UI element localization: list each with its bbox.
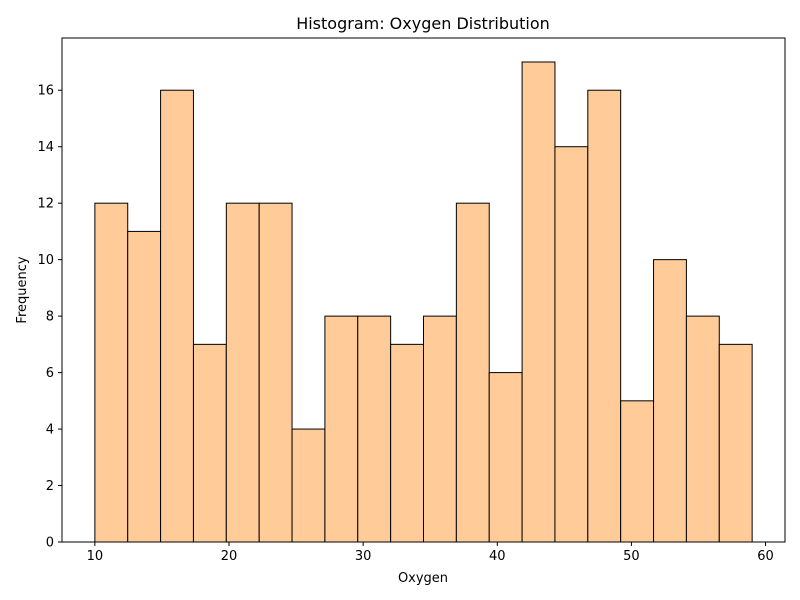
x-tick-label: 10 (87, 549, 104, 564)
histogram-bar (127, 230, 162, 543)
y-axis-label: Frequency (15, 256, 30, 323)
bars-group (94, 61, 753, 543)
x-tick-label: 20 (221, 549, 238, 564)
y-tick-label: 10 (37, 253, 54, 268)
histogram-bar (423, 315, 457, 543)
histogram-bar (521, 61, 556, 543)
y-tick-label: 2 (46, 479, 54, 494)
x-axis-ticks: 10 20 30 40 50 60 (87, 542, 774, 564)
histogram-bar (587, 89, 622, 543)
chart-title: Histogram: Oxygen Distribution (296, 14, 550, 33)
x-tick-label: 60 (757, 549, 774, 564)
x-axis-label: Oxygen (398, 571, 448, 586)
histogram-bar (258, 202, 293, 543)
histogram-bar (225, 202, 260, 543)
histogram-bar (653, 259, 687, 543)
histogram-bar (455, 202, 490, 543)
histogram-bar (718, 343, 753, 543)
histogram-bar (291, 428, 326, 543)
y-axis-ticks: 0 2 4 6 8 10 12 14 16 (37, 84, 62, 551)
x-tick-label: 40 (489, 549, 506, 564)
histogram-bar (94, 202, 129, 543)
histogram-bar (390, 343, 424, 543)
x-tick-label: 30 (355, 549, 372, 564)
histogram-bar (488, 372, 523, 543)
histogram-bar (620, 400, 655, 543)
histogram-bar (357, 315, 392, 543)
histogram-bar (160, 89, 194, 543)
y-tick-label: 6 (46, 366, 54, 381)
histogram-bar (685, 315, 720, 543)
y-tick-label: 4 (46, 423, 54, 438)
histogram-bar (324, 315, 359, 543)
histogram-bar (192, 343, 227, 543)
x-tick-label: 50 (623, 549, 640, 564)
y-tick-label: 14 (37, 140, 54, 155)
plot-frame (61, 37, 786, 543)
y-tick-label: 16 (37, 84, 54, 99)
histogram-bar (554, 146, 589, 543)
y-tick-label: 0 (46, 536, 54, 551)
y-tick-label: 12 (37, 197, 54, 212)
y-tick-label: 8 (46, 310, 54, 325)
